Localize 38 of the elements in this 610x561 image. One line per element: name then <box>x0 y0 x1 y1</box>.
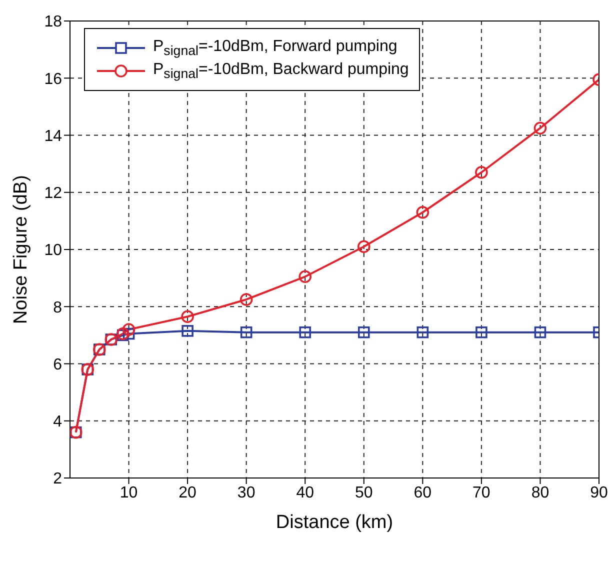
y-tick-label: 14 <box>44 128 62 145</box>
y-tick-label: 10 <box>44 242 62 260</box>
point <box>416 326 429 338</box>
point <box>122 323 136 336</box>
point <box>182 325 194 337</box>
x-tick-label: 80 <box>531 484 550 502</box>
x-tick-label: 70 <box>472 484 490 502</box>
y-tick-label: 6 <box>53 356 62 374</box>
x-tick-label: 20 <box>178 484 197 502</box>
x-tick-label: 60 <box>414 484 432 502</box>
point <box>299 326 312 338</box>
x-axis-title: Distance (km) <box>276 512 394 533</box>
point <box>240 293 253 306</box>
point <box>240 326 252 338</box>
legend-label: P$_{signal}$=-10dBm, Forward pumping <box>153 38 398 58</box>
x-tick-label: 10 <box>120 484 138 502</box>
x-tick-label: 40 <box>296 484 314 502</box>
point <box>534 122 547 135</box>
point <box>181 310 194 324</box>
point <box>416 206 430 219</box>
x-tick-label: 90 <box>590 484 608 502</box>
x-tick-label: 50 <box>354 484 373 502</box>
y-tick-label: 16 <box>44 70 62 88</box>
point <box>122 328 135 340</box>
x-tick-label: 30 <box>237 484 256 502</box>
point <box>476 326 488 338</box>
y-tick-label: 18 <box>44 14 62 31</box>
point <box>357 240 370 254</box>
y-tick-label: 12 <box>44 185 62 202</box>
point <box>475 166 488 179</box>
point <box>534 326 546 338</box>
point <box>358 326 370 338</box>
point <box>298 270 312 284</box>
y-axis-title: Noise Figure (dB) <box>10 175 32 324</box>
y-tick-label: 8 <box>53 299 62 316</box>
y-tick-label: 2 <box>53 470 62 488</box>
y-tick-label: 4 <box>53 414 62 431</box>
legend-label: P$_{signal}$=-10dBm, Backward pumping <box>153 61 409 82</box>
